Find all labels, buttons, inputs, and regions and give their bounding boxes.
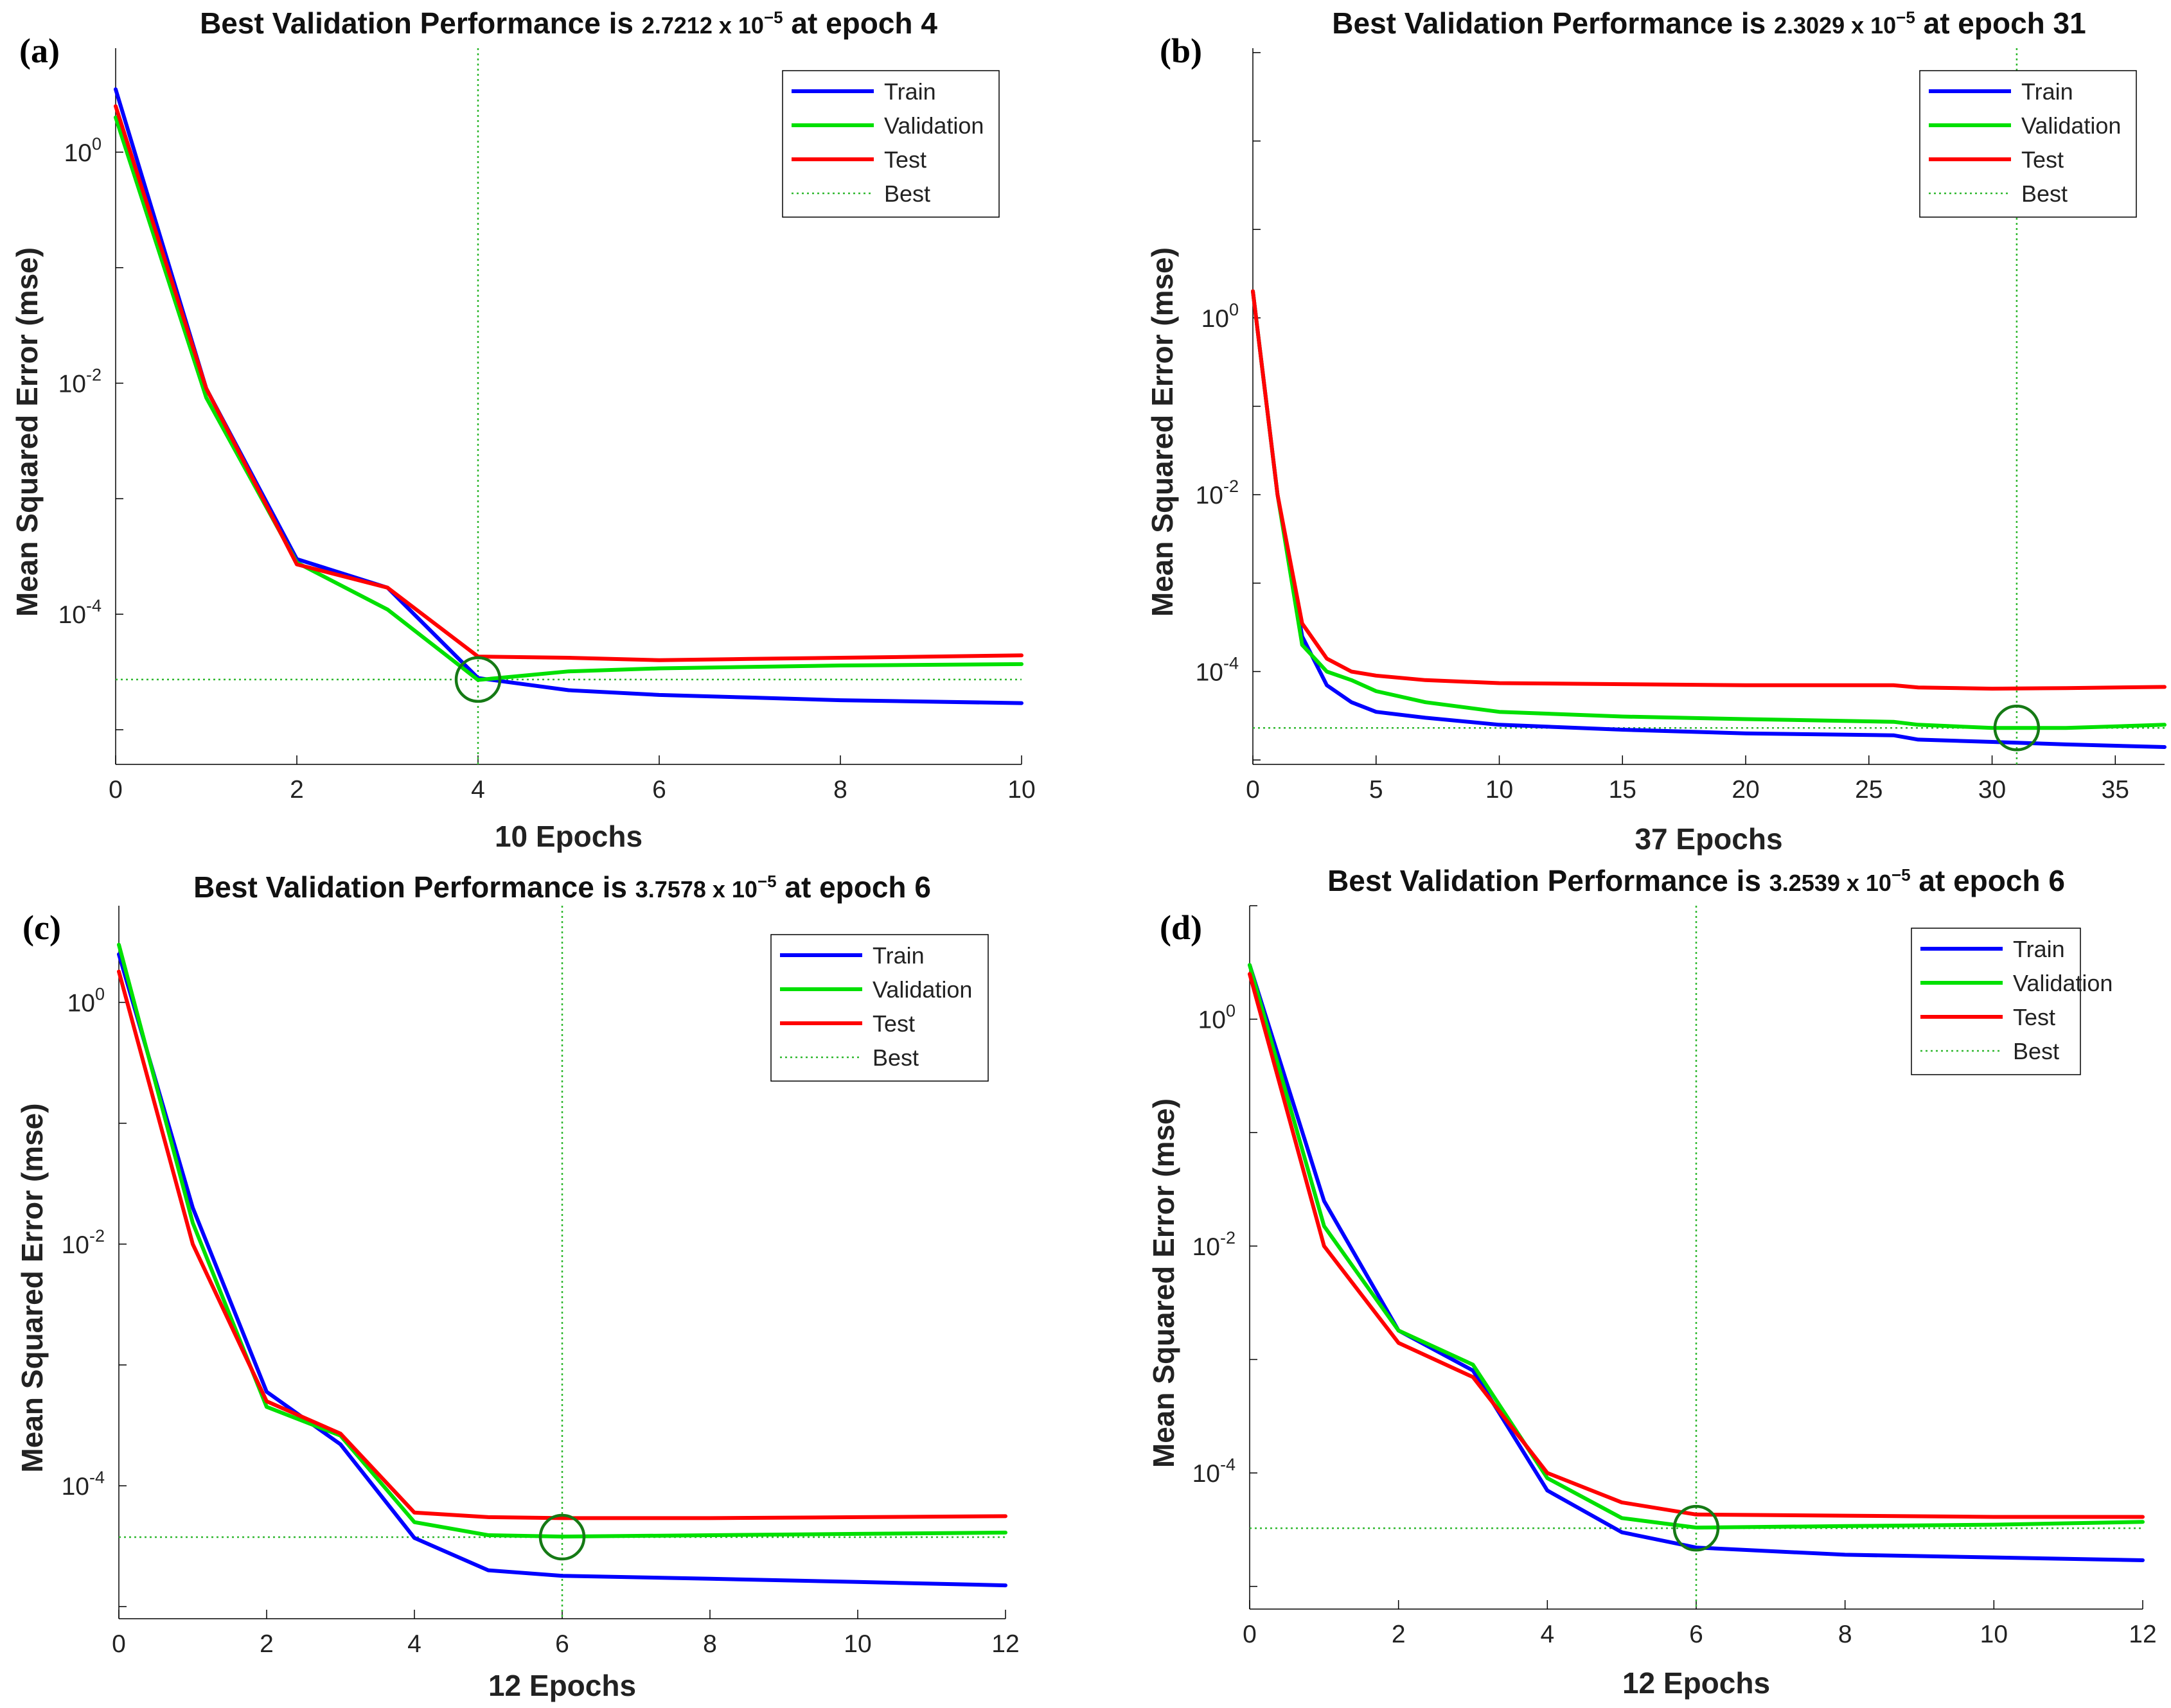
legend-label-test: Test <box>884 146 926 173</box>
y-tick-label: 10-4 <box>58 596 102 629</box>
series-line-validation <box>1251 289 2167 730</box>
y-tick-label: 100 <box>64 134 102 167</box>
legend-label-train: Train <box>873 942 925 969</box>
x-tick-label: 25 <box>1855 776 1883 804</box>
x-tick-label: 10 <box>844 1630 871 1658</box>
x-tick-label: 10 <box>1485 776 1513 804</box>
chart-panel-d: 0 2 4 6 8 10 12 100 10-2 10-4 Best Validation Perf… <box>1147 864 2157 1700</box>
best-marker-circle <box>538 1513 586 1561</box>
y-tick-label: 10-2 <box>62 1226 105 1259</box>
x-tick-label: 6 <box>555 1630 569 1658</box>
x-tick-label: 8 <box>1838 1621 1852 1648</box>
y-tick-label: 10-2 <box>1192 1228 1236 1261</box>
y-axis-label: Mean Squared Error (mse) <box>1147 1098 1180 1468</box>
x-tick-label: 0 <box>112 1630 126 1658</box>
legend-label-train: Train <box>884 78 936 105</box>
legend-label-validation: Validation <box>884 112 984 139</box>
y-tick-label: 10-2 <box>58 365 102 398</box>
series-line-validation <box>117 942 1007 1539</box>
x-tick-label: 12 <box>2129 1621 2156 1648</box>
y-axis-label: Mean Squared Error (mse) <box>1146 247 1179 617</box>
x-tick-label: 4 <box>407 1630 421 1658</box>
x-tick-label: 2 <box>290 776 304 804</box>
y-tick-label: 100 <box>1198 1001 1236 1034</box>
x-tick-label: 0 <box>109 776 123 804</box>
legend-label-best: Best <box>2021 180 2068 207</box>
legend-label-train: Train <box>2021 78 2073 105</box>
x-tick-label: 0 <box>1243 1621 1257 1648</box>
x-axis-label: 12 Epochs <box>488 1669 636 1702</box>
legend-box <box>1911 928 2081 1075</box>
best-marker-circle <box>454 656 502 703</box>
x-tick-label: 6 <box>1689 1621 1703 1648</box>
legend-label-best: Best <box>873 1044 919 1071</box>
y-tick-label: 100 <box>67 985 105 1017</box>
legend-label-test: Test <box>873 1010 915 1037</box>
legend-label-best: Best <box>884 180 930 207</box>
x-tick-label: 20 <box>1732 776 1759 804</box>
legend: Train Validation Test Best <box>770 934 989 1082</box>
chart-title: Best Validation Performance is 2.3029 x … <box>1332 6 2086 40</box>
y-tick-label: 10-4 <box>1196 653 1239 686</box>
x-tick-label: 10 <box>1980 1621 2008 1648</box>
panel-label: (a) <box>19 31 60 70</box>
legend-label-test: Test <box>2021 146 2064 173</box>
series-line-test <box>114 104 1023 662</box>
series-line-train <box>117 952 1007 1588</box>
x-tick-label: 35 <box>2102 776 2129 804</box>
chart-title: Best Validation Performance is 3.7578 x … <box>193 870 931 904</box>
x-tick-label: 30 <box>1978 776 2006 804</box>
series-line-test <box>117 969 1007 1520</box>
legend: Train Validation Test Best <box>1911 928 2113 1075</box>
legend-label-train: Train <box>2013 936 2065 962</box>
x-tick-label: 0 <box>1246 776 1260 804</box>
x-axis-label: 12 Epochs <box>1622 1666 1770 1700</box>
series-line-validation <box>1248 963 2145 1530</box>
x-tick-label: 2 <box>1392 1621 1406 1648</box>
chart-panel-b: 0 5 10 15 20 25 30 35 100 10-2 10-4 Best Validation… <box>1146 6 2167 856</box>
legend-label-best: Best <box>2013 1038 2059 1064</box>
x-tick-label: 2 <box>260 1630 274 1658</box>
chart-title: Best Validation Performance is 2.7212 x … <box>200 6 937 40</box>
panel-label: (d) <box>1160 908 1202 947</box>
y-axis-label: Mean Squared Error (mse) <box>15 1103 49 1472</box>
legend: Train Validation Test Best <box>782 70 1000 218</box>
x-tick-label: 15 <box>1609 776 1636 804</box>
x-tick-label: 6 <box>652 776 666 804</box>
panel-label: (b) <box>1160 31 1202 70</box>
legend: Train Validation Test Best <box>1919 70 2137 218</box>
y-tick-label: 10-2 <box>1196 477 1239 509</box>
x-tick-label: 8 <box>833 776 847 804</box>
x-axis-label: 10 Epochs <box>495 820 642 853</box>
x-axis-label: 37 Epochs <box>1635 822 1782 856</box>
legend-label-validation: Validation <box>2013 970 2113 996</box>
series-line-test <box>1248 972 2145 1519</box>
x-tick-label: 4 <box>1540 1621 1554 1648</box>
x-tick-label: 4 <box>471 776 485 804</box>
legend-label-validation: Validation <box>873 976 972 1003</box>
panel-label: (c) <box>22 908 61 947</box>
x-tick-label: 5 <box>1369 776 1383 804</box>
best-marker-circle <box>1672 1504 1720 1552</box>
x-tick-label: 12 <box>991 1630 1019 1658</box>
y-tick-label: 10-4 <box>62 1468 105 1501</box>
chart-panel-a: 0 2 4 6 8 10 100 10-2 10-4 Best Validation Perfor… <box>10 6 1036 853</box>
chart-title: Best Validation Performance is 3.2539 x … <box>1327 864 2065 897</box>
best-marker-circle <box>1993 704 2041 752</box>
legend-label-test: Test <box>2013 1004 2055 1030</box>
series-line-test <box>1251 289 2167 691</box>
y-tick-label: 100 <box>1201 300 1239 333</box>
chart-panel-c: 0 2 4 6 8 10 12 100 10-2 10-4 Best Validation Perf… <box>15 870 1020 1702</box>
y-axis-label: Mean Squared Error (mse) <box>10 247 44 617</box>
x-tick-label: 10 <box>1007 776 1035 804</box>
series-line-train <box>1248 963 2145 1562</box>
y-tick-label: 10-4 <box>1192 1455 1236 1488</box>
x-tick-label: 8 <box>703 1630 717 1658</box>
legend-label-validation: Validation <box>2021 112 2121 139</box>
